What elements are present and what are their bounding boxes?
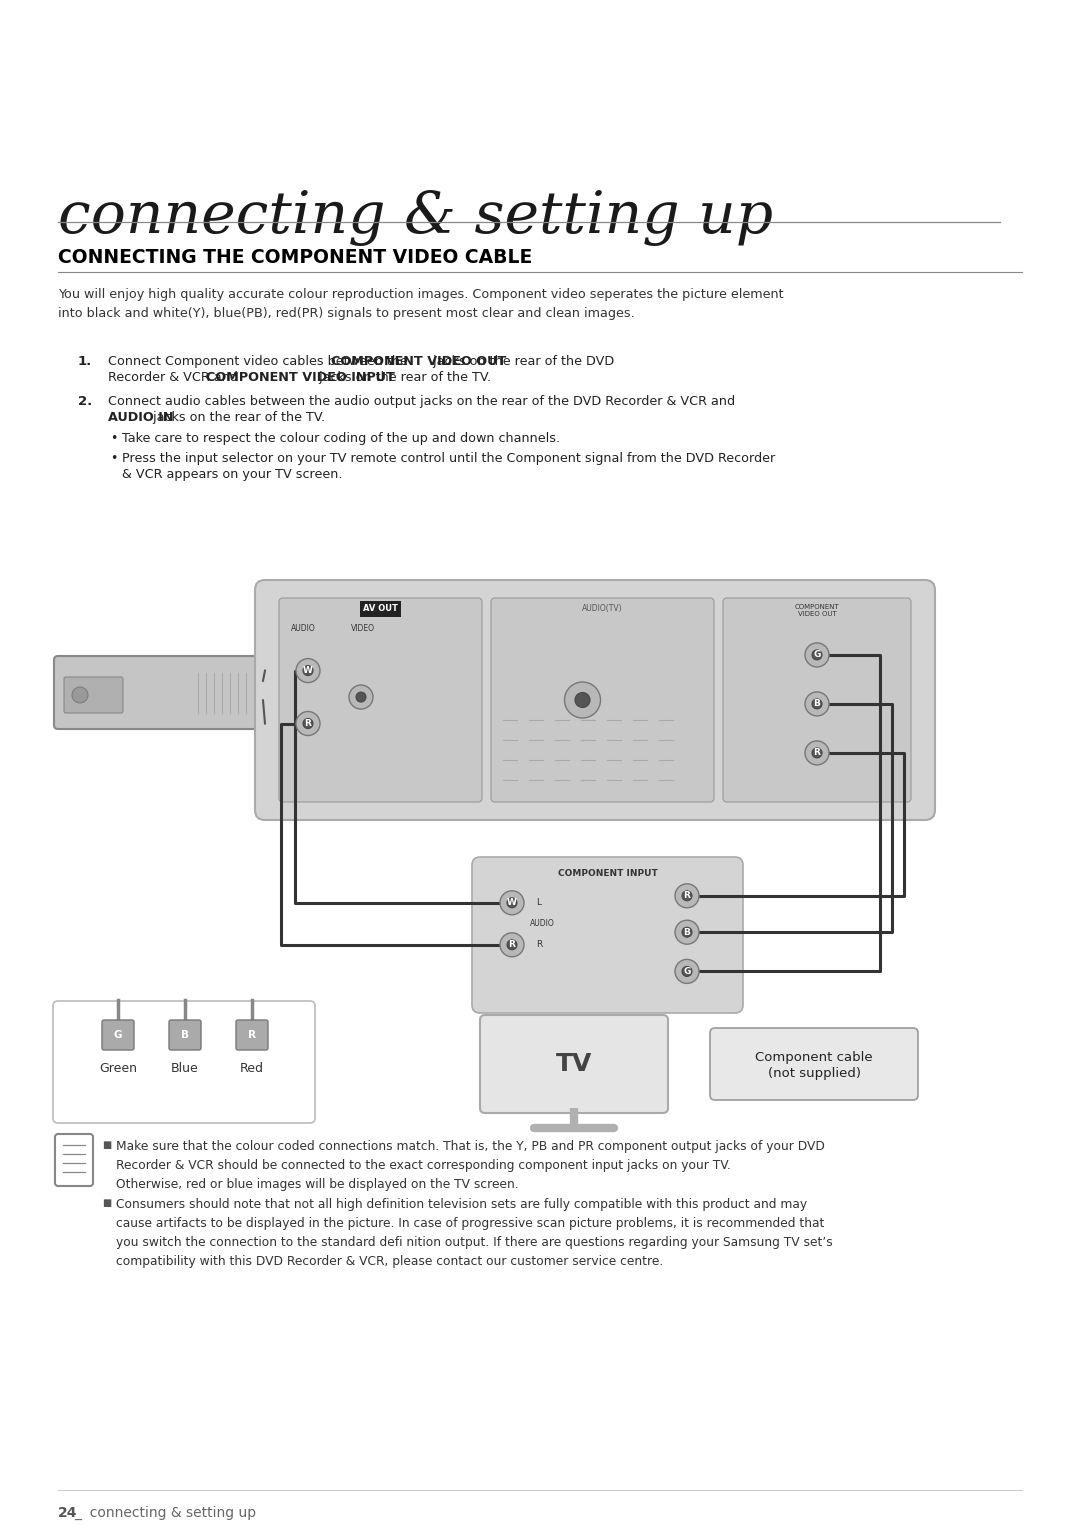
Text: COMPONENT
VIDEO OUT: COMPONENT VIDEO OUT [795, 603, 839, 617]
Text: COMPONENT VIDEO INPUT: COMPONENT VIDEO INPUT [206, 371, 395, 385]
FancyBboxPatch shape [723, 599, 912, 802]
Text: AUDIO(TV): AUDIO(TV) [582, 603, 623, 613]
Text: G: G [113, 1030, 122, 1040]
FancyBboxPatch shape [255, 580, 935, 820]
Text: •: • [110, 452, 118, 465]
Text: jacks on the rear of the TV.: jacks on the rear of the TV. [315, 371, 491, 385]
Text: AUDIO: AUDIO [291, 623, 315, 633]
Text: jacks on the rear of the DVD: jacks on the rear of the DVD [429, 356, 615, 368]
Text: 24: 24 [58, 1507, 78, 1521]
Text: Connect Component video cables between the: Connect Component video cables between t… [108, 356, 411, 368]
Text: _  connecting & setting up: _ connecting & setting up [75, 1507, 256, 1521]
Circle shape [675, 883, 699, 908]
FancyBboxPatch shape [64, 677, 123, 713]
Circle shape [303, 719, 313, 728]
Text: TV: TV [556, 1053, 592, 1076]
Text: & VCR appears on your TV screen.: & VCR appears on your TV screen. [122, 468, 342, 482]
Text: VIDEO: VIDEO [351, 623, 375, 633]
Text: connecting & setting up: connecting & setting up [58, 189, 773, 246]
Circle shape [575, 693, 590, 708]
Text: W: W [303, 666, 313, 676]
Circle shape [812, 699, 822, 709]
Text: COMPONENT VIDEO OUT: COMPONENT VIDEO OUT [330, 356, 507, 368]
Circle shape [296, 711, 320, 736]
Text: AV OUT: AV OUT [363, 603, 397, 613]
Text: COMPONENT INPUT: COMPONENT INPUT [557, 870, 658, 879]
Circle shape [507, 940, 517, 950]
Text: W: W [508, 899, 517, 908]
Circle shape [565, 682, 600, 719]
Text: G: G [813, 651, 821, 659]
Circle shape [681, 926, 692, 937]
Text: R: R [684, 891, 690, 900]
FancyBboxPatch shape [237, 1020, 268, 1050]
Text: jacks on the rear of the TV.: jacks on the rear of the TV. [149, 411, 325, 425]
FancyBboxPatch shape [55, 1134, 93, 1187]
FancyBboxPatch shape [168, 1020, 201, 1050]
Text: L: L [536, 899, 541, 908]
Circle shape [681, 891, 692, 900]
Circle shape [72, 686, 87, 703]
Text: R: R [248, 1030, 256, 1040]
Circle shape [805, 693, 829, 716]
Text: R: R [536, 940, 542, 950]
FancyBboxPatch shape [710, 1028, 918, 1100]
FancyBboxPatch shape [53, 1000, 315, 1123]
Text: Take care to respect the colour coding of the up and down channels.: Take care to respect the colour coding o… [122, 432, 561, 445]
Text: R: R [813, 748, 821, 757]
Text: Consumers should note that not all high definition television sets are fully com: Consumers should note that not all high … [116, 1197, 833, 1268]
Text: Connect audio cables between the audio output jacks on the rear of the DVD Recor: Connect audio cables between the audio o… [108, 396, 735, 408]
Text: CONNECTING THE COMPONENT VIDEO CABLE: CONNECTING THE COMPONENT VIDEO CABLE [58, 248, 532, 266]
Circle shape [675, 959, 699, 983]
Text: R: R [509, 940, 515, 950]
FancyBboxPatch shape [491, 599, 714, 802]
Circle shape [675, 920, 699, 945]
Circle shape [812, 748, 822, 759]
Text: Blue: Blue [171, 1062, 199, 1076]
Text: Recorder & VCR and: Recorder & VCR and [108, 371, 242, 385]
Text: AUDIO: AUDIO [530, 919, 555, 928]
Text: Green: Green [99, 1062, 137, 1076]
Text: 2.: 2. [78, 396, 92, 408]
Circle shape [303, 665, 313, 676]
Circle shape [349, 685, 373, 709]
Circle shape [507, 897, 517, 908]
Text: Press the input selector on your TV remote control until the Component signal fr: Press the input selector on your TV remo… [122, 452, 775, 465]
FancyBboxPatch shape [480, 1016, 669, 1113]
Circle shape [356, 693, 366, 702]
Text: ■: ■ [102, 1140, 111, 1150]
FancyBboxPatch shape [279, 599, 482, 802]
FancyBboxPatch shape [102, 1020, 134, 1050]
Text: Component cable: Component cable [755, 1051, 873, 1065]
Text: B: B [181, 1030, 189, 1040]
Text: •: • [110, 432, 118, 445]
Circle shape [500, 933, 524, 957]
Circle shape [805, 740, 829, 765]
Text: AUDIO IN: AUDIO IN [108, 411, 174, 425]
Text: B: B [813, 699, 821, 708]
Circle shape [296, 659, 320, 683]
Text: B: B [684, 928, 690, 937]
Text: 1.: 1. [78, 356, 92, 368]
Text: G: G [684, 966, 691, 976]
FancyBboxPatch shape [54, 656, 267, 729]
Text: You will enjoy high quality accurate colour reproduction images. Component video: You will enjoy high quality accurate col… [58, 288, 784, 320]
Text: Make sure that the colour coded connections match. That is, the Y, PB and PR com: Make sure that the colour coded connecti… [116, 1140, 825, 1191]
Circle shape [812, 649, 822, 660]
Text: ■: ■ [102, 1197, 111, 1208]
Circle shape [500, 891, 524, 914]
Text: R: R [305, 719, 311, 728]
Text: Red: Red [240, 1062, 264, 1076]
FancyBboxPatch shape [472, 857, 743, 1013]
Circle shape [681, 966, 692, 976]
Circle shape [805, 643, 829, 666]
Text: (not supplied): (not supplied) [768, 1068, 861, 1080]
